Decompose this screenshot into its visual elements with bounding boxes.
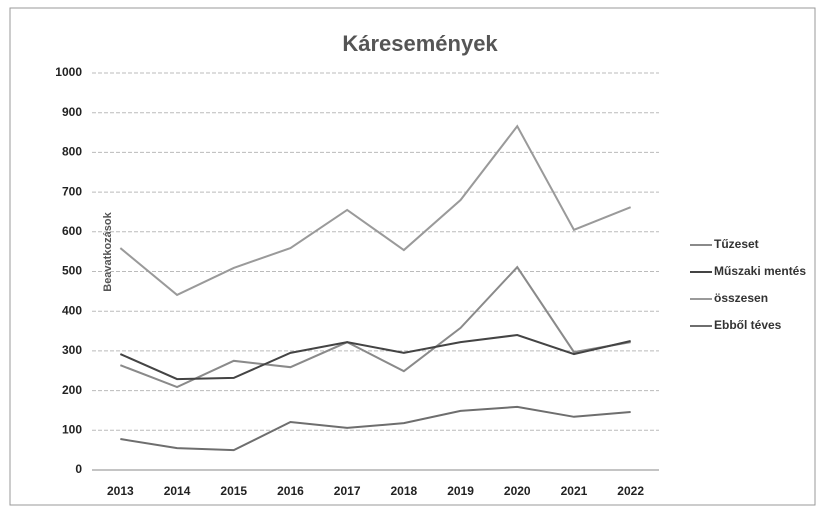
x-tick-label: 2016 [277, 484, 304, 498]
series-line [120, 405, 631, 452]
series-line [119, 333, 631, 381]
y-tick-label: 900 [62, 105, 82, 119]
x-tick-label: 2021 [561, 484, 588, 498]
y-tick-label: 200 [62, 383, 82, 397]
y-tick-label: 100 [62, 422, 82, 436]
legend-label: Tűzeset [714, 237, 759, 251]
x-tick-label: 2022 [617, 484, 644, 498]
y-tick-label: 500 [62, 264, 82, 278]
x-tick-label: 2013 [107, 484, 134, 498]
x-tick-label: 2014 [164, 484, 191, 498]
y-axis-label: Beavatkozások [102, 211, 114, 291]
x-tick-label: 2018 [390, 484, 417, 498]
legend-label: összesen [714, 291, 768, 305]
series-line [119, 265, 631, 389]
y-tick-label: 0 [75, 462, 82, 476]
x-tick-label: 2020 [504, 484, 531, 498]
chart-title: Káresemények [342, 31, 498, 56]
y-tick-label: 800 [62, 145, 82, 159]
legend-label: Ebből téves [714, 318, 782, 332]
y-tick-label: 400 [62, 303, 82, 317]
legend-label: Műszaki mentés [714, 264, 806, 278]
x-tick-label: 2019 [447, 484, 474, 498]
y-tick-label: 700 [62, 184, 82, 198]
series-line [119, 124, 632, 297]
x-tick-label: 2015 [220, 484, 247, 498]
y-tick-label: 300 [62, 343, 82, 357]
y-tick-label: 1000 [55, 65, 82, 79]
y-tick-label: 600 [62, 224, 82, 238]
x-tick-label: 2017 [334, 484, 361, 498]
